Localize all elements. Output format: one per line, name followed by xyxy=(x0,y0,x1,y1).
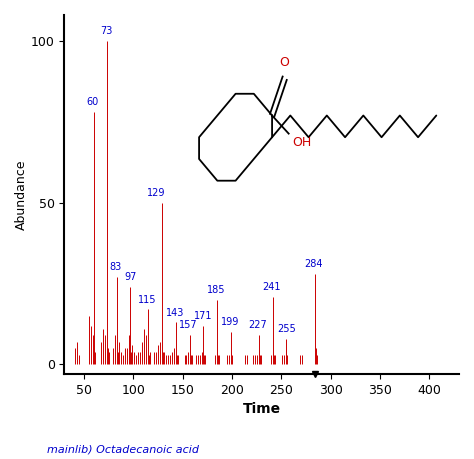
Text: 284: 284 xyxy=(305,259,323,269)
Text: 241: 241 xyxy=(262,282,281,291)
Text: 171: 171 xyxy=(194,311,213,321)
X-axis label: Time: Time xyxy=(243,403,281,416)
Text: 83: 83 xyxy=(109,262,122,272)
Text: 185: 185 xyxy=(207,285,226,295)
Text: 199: 199 xyxy=(221,317,239,327)
Text: 157: 157 xyxy=(179,320,198,330)
Text: 129: 129 xyxy=(147,188,165,198)
Text: 60: 60 xyxy=(87,97,99,107)
Text: O: O xyxy=(280,56,290,69)
Text: 97: 97 xyxy=(124,272,137,282)
Text: 73: 73 xyxy=(100,26,113,36)
Y-axis label: Abundance: Abundance xyxy=(15,159,28,230)
Text: OH: OH xyxy=(292,136,312,150)
Text: 143: 143 xyxy=(166,308,184,318)
Text: 227: 227 xyxy=(248,320,267,330)
Text: mainlib) Octadecanoic acid: mainlib) Octadecanoic acid xyxy=(47,444,200,454)
Text: 115: 115 xyxy=(138,295,156,305)
Text: 255: 255 xyxy=(277,324,296,334)
